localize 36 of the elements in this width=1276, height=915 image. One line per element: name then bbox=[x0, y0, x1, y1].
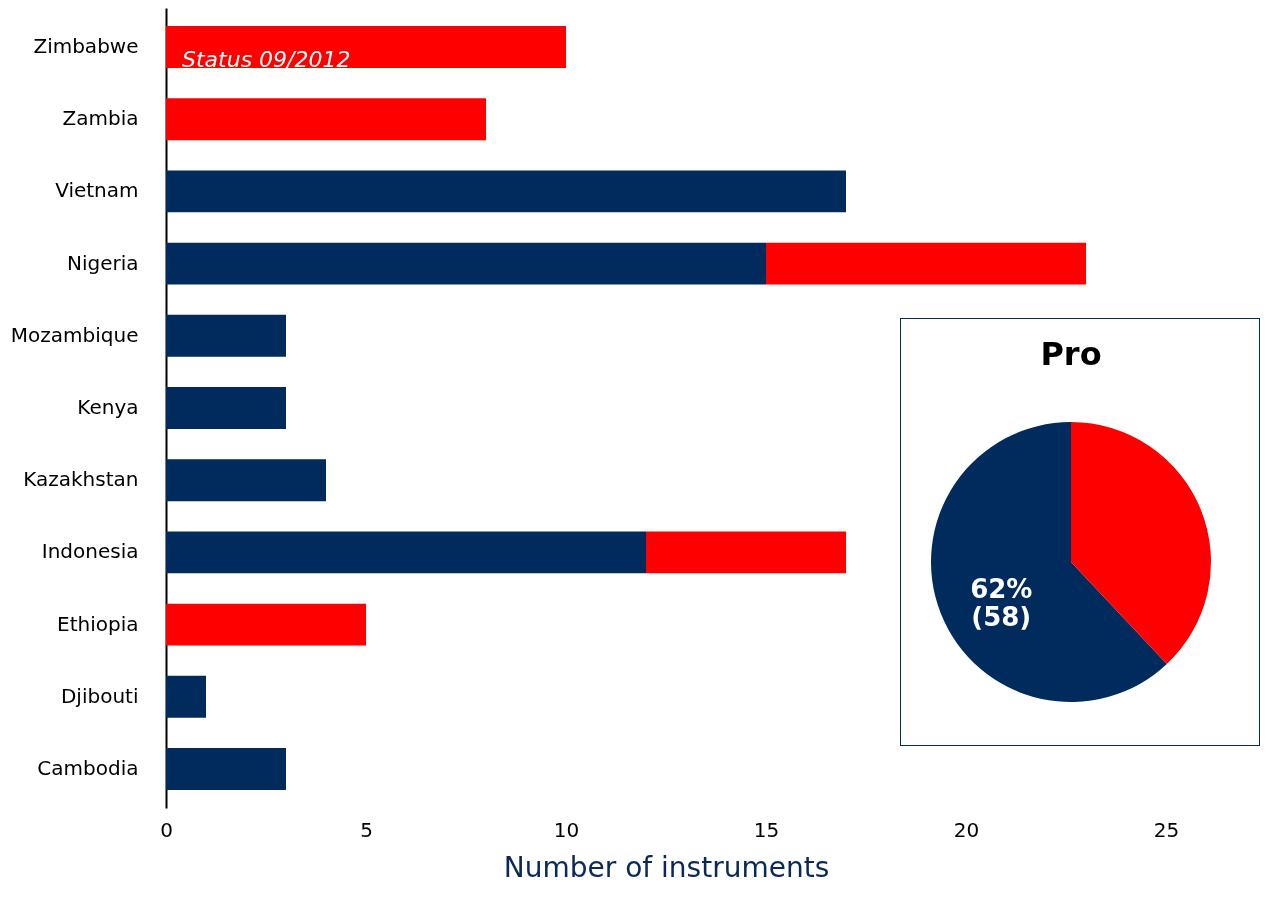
chart-title: Pro bbox=[1040, 335, 1102, 373]
bar bbox=[166, 675, 206, 718]
y-tick-label: Djibouti bbox=[60, 683, 139, 708]
pie-slice bbox=[1071, 422, 1211, 665]
x-tick-label: 20 bbox=[953, 817, 980, 842]
pie-slice bbox=[931, 422, 1167, 702]
bar bbox=[166, 170, 846, 213]
bar bbox=[166, 531, 646, 574]
y-tick-label: Vietnam bbox=[55, 178, 139, 203]
bar bbox=[166, 603, 366, 646]
data-label: 62% (58) bbox=[970, 573, 1033, 632]
annotation: Status 09/2012 bbox=[182, 47, 351, 72]
bar bbox=[766, 242, 1086, 285]
bar bbox=[166, 26, 566, 68]
y-tick-label: Kazakhstan bbox=[23, 467, 139, 492]
x-tick-label: 0 bbox=[160, 817, 173, 842]
x-tick-label: 10 bbox=[553, 817, 580, 842]
y-tick-label: Zambia bbox=[62, 106, 139, 131]
bar bbox=[646, 531, 846, 574]
x-axis-title: Number of instruments bbox=[503, 850, 830, 884]
bar bbox=[166, 748, 286, 790]
y-tick-label: Ethiopia bbox=[57, 611, 139, 636]
bar bbox=[166, 314, 286, 357]
bar bbox=[166, 242, 766, 285]
x-tick-label: 5 bbox=[360, 817, 373, 842]
x-tick-label: 25 bbox=[1153, 817, 1180, 842]
y-tick-label: Indonesia bbox=[41, 539, 139, 564]
y-tick-label: Zimbabwe bbox=[33, 33, 139, 58]
x-tick-label: 15 bbox=[753, 817, 780, 842]
y-tick-label: Nigeria bbox=[66, 250, 139, 275]
y-tick-label: Cambodia bbox=[37, 756, 139, 781]
bar bbox=[166, 98, 486, 141]
bar bbox=[166, 387, 286, 429]
bar bbox=[166, 459, 326, 502]
y-tick-label: Mozambique bbox=[10, 322, 139, 347]
y-tick-label: Kenya bbox=[77, 395, 139, 419]
